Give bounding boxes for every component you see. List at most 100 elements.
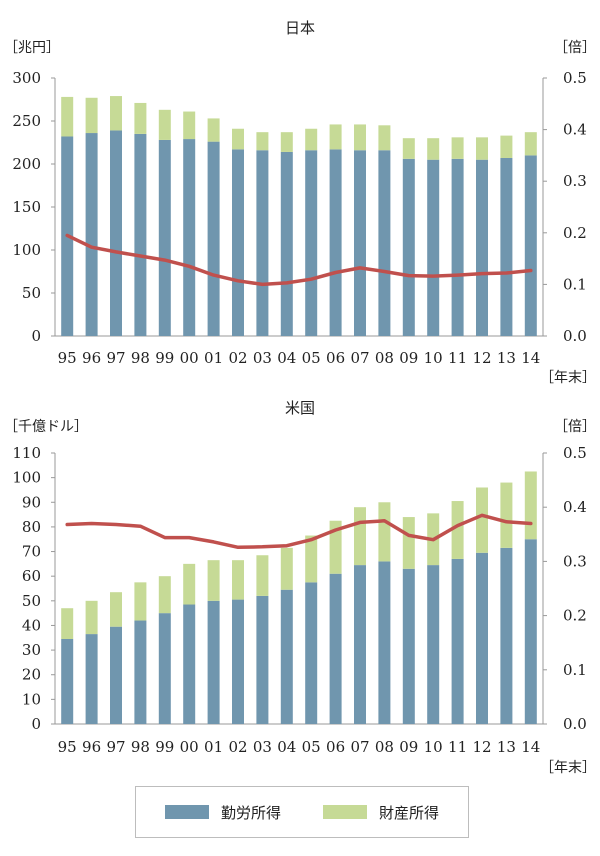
bar-property-income: [256, 132, 269, 151]
y-axis-left-unit: ［千億ドル］: [4, 419, 88, 435]
x-tick-label: 11: [448, 738, 467, 756]
bar-labor-income: [378, 150, 391, 336]
bar-labor-income: [427, 159, 440, 336]
x-tick-label: 02: [228, 349, 247, 367]
bar-property-income: [500, 482, 513, 548]
ratio-line: [65, 513, 533, 550]
bar-labor-income: [158, 139, 171, 336]
y-tick-label-left: 30: [22, 641, 41, 659]
bar-property-income: [207, 560, 220, 601]
x-tick-label: 06: [326, 349, 345, 367]
bar-property-income: [134, 102, 147, 134]
bar-property-income: [158, 576, 171, 614]
bar-labor-income: [402, 568, 415, 724]
y-tick-label-right: 0.2: [563, 224, 587, 242]
y-tick-label-right: 0.2: [563, 607, 587, 625]
x-tick-label: 95: [58, 738, 77, 756]
bar-property-income: [280, 132, 293, 152]
x-tick-label: 99: [155, 738, 174, 756]
bar-property-income: [110, 592, 122, 627]
bar-property-income: [329, 520, 342, 574]
bar-labor-income: [305, 150, 318, 336]
x-tick-label: 14: [521, 738, 540, 756]
y-tick-label-right: 0.1: [563, 275, 587, 293]
bar-property-income: [402, 138, 415, 159]
bar-property-income: [280, 547, 293, 590]
y-tick-label-left: 150: [12, 198, 41, 216]
y-tick-label-left: 300: [12, 69, 41, 87]
bar-property-income: [524, 471, 537, 540]
bar-labor-income: [305, 582, 318, 724]
x-tick-label: 07: [350, 738, 369, 756]
x-tick-label: 99: [155, 349, 174, 367]
y-axis-right-unit: ［倍］: [554, 419, 596, 435]
y-tick-label-right: 0.5: [563, 444, 587, 462]
bar-labor-income: [110, 626, 122, 724]
x-tick-label: 06: [326, 738, 345, 756]
y-tick-label-left: 40: [22, 616, 41, 634]
bar-property-income: [354, 124, 366, 151]
y-axis-left-unit: ［兆円］: [4, 40, 60, 56]
x-tick-label: 05: [302, 349, 321, 367]
y-tick-label-left: 10: [22, 690, 41, 708]
y-tick-label-left: 90: [22, 493, 41, 511]
bar-labor-income: [329, 573, 342, 724]
x-tick-label: 13: [497, 349, 516, 367]
bar-labor-income: [85, 133, 98, 336]
bar-property-income: [183, 563, 196, 605]
chart-title: 米国: [285, 399, 315, 417]
x-tick-label: 09: [399, 349, 418, 367]
x-tick-label: 09: [399, 738, 418, 756]
legend-swatch-labor: [164, 805, 209, 819]
y-tick-label-left: 70: [22, 543, 41, 561]
bar-labor-income: [232, 149, 244, 336]
bar-labor-income: [280, 151, 293, 336]
bar-property-income: [378, 125, 391, 151]
bar-labor-income: [256, 150, 269, 336]
y-tick-label-left: 80: [22, 518, 41, 536]
y-tick-label-left: 250: [12, 112, 41, 130]
bar-property-income: [305, 128, 318, 151]
legend-item-labor: 勤労所得: [164, 802, 281, 823]
x-tick-label: 04: [277, 738, 296, 756]
bar-labor-income: [524, 539, 537, 724]
bar-labor-income: [134, 620, 147, 724]
legend-item-property: 財産所得: [323, 802, 439, 823]
bar-labor-income: [207, 141, 220, 336]
bar-labor-income: [232, 599, 244, 724]
x-tick-label: 05: [302, 738, 321, 756]
bar-property-income: [183, 111, 196, 140]
y-tick-label-right: 0.4: [563, 498, 587, 516]
bar-labor-income: [207, 600, 220, 724]
y-tick-label-left: 110: [12, 444, 41, 462]
y-tick-label-left: 0: [31, 715, 41, 733]
bar-labor-income: [476, 159, 488, 336]
x-tick-label: 08: [375, 738, 394, 756]
bar-labor-income: [427, 565, 440, 724]
bar-labor-income: [183, 139, 196, 336]
y-tick-label-right: 0.3: [563, 172, 587, 190]
x-tick-label: 03: [253, 349, 272, 367]
bar-labor-income: [378, 561, 391, 724]
x-tick-label: 97: [106, 349, 125, 367]
bar-labor-income: [85, 634, 98, 724]
bar-labor-income: [500, 547, 513, 724]
japan-chart: 日本［兆円］ ［倍］0501001502002503000.00.10.20.30…: [4, 19, 596, 386]
bar-labor-income: [402, 158, 415, 336]
x-tick-label: 00: [180, 349, 199, 367]
bar-property-income: [378, 502, 391, 562]
legend-swatch-property: [323, 805, 367, 819]
bar-property-income: [476, 487, 488, 553]
bar-labor-income: [329, 149, 342, 336]
ratio-line: [65, 233, 533, 287]
y-tick-label-left: 50: [22, 592, 41, 610]
y-tick-label-right: 0.5: [563, 69, 587, 87]
bar-property-income: [232, 128, 244, 150]
y-tick-label-right: 0.1: [563, 661, 587, 679]
bar-labor-income: [158, 613, 171, 724]
x-tick-label: 01: [204, 738, 223, 756]
bar-labor-income: [110, 130, 122, 336]
x-tick-label: 00: [180, 738, 199, 756]
bar-property-income: [61, 96, 74, 137]
y-tick-label-left: 100: [12, 469, 41, 487]
